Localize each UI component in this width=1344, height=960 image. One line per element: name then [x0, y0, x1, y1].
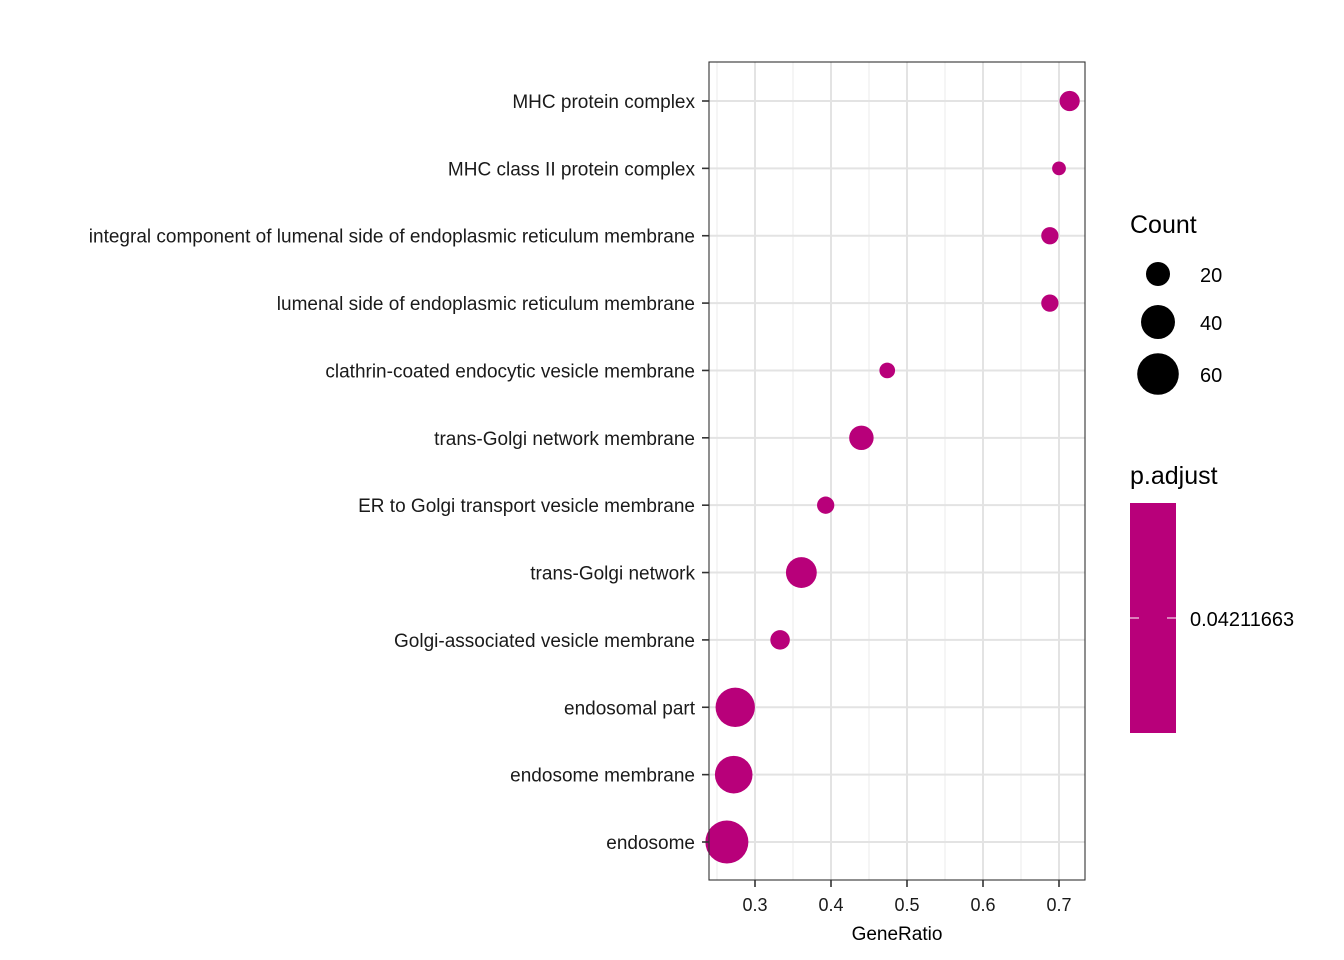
y-tick-label: ER to Golgi transport vesicle membrane	[358, 496, 695, 517]
y-tick-label: clathrin-coated endocytic vesicle membra…	[325, 361, 695, 382]
y-tick-label: MHC class II protein complex	[448, 159, 696, 180]
x-tick-label: 0.5	[894, 895, 919, 915]
grid	[709, 62, 1085, 880]
data-points	[705, 90, 1080, 864]
size-legend-label: 40	[1200, 313, 1222, 335]
color-legend-title: p.adjust	[1130, 462, 1218, 490]
y-tick-label: MHC protein complex	[512, 92, 695, 113]
colorbar-label: 0.04211663	[1190, 609, 1294, 631]
y-tick-label: endosomal part	[564, 698, 696, 719]
size-legend-label: 20	[1200, 265, 1222, 287]
data-point	[705, 820, 749, 864]
y-tick-label: lumenal side of endoplasmic reticulum me…	[277, 294, 695, 315]
x-axis-title: GeneRatio	[852, 924, 943, 945]
data-point	[785, 557, 817, 588]
y-axis: MHC protein complex MHC class II protein …	[89, 92, 709, 854]
y-tick-label: Golgi-associated vesicle membrane	[394, 631, 695, 652]
size-legend-key	[1137, 353, 1179, 395]
size-legend-key	[1141, 305, 1175, 339]
x-tick-label: 0.7	[1046, 895, 1071, 915]
y-tick-label: trans-Golgi network	[530, 564, 695, 585]
y-tick-label: integral component of lumenal side of en…	[89, 227, 695, 248]
size-legend-key	[1145, 261, 1171, 287]
data-point	[817, 496, 835, 514]
data-point	[715, 687, 755, 727]
size-legend-title: Count	[1130, 211, 1197, 239]
y-tick-label: trans-Golgi network membrane	[434, 429, 695, 450]
data-point	[879, 362, 896, 379]
data-point	[849, 425, 874, 451]
size-legend: Count 20 40 60	[1130, 211, 1222, 395]
x-tick-label: 0.4	[818, 895, 843, 915]
y-tick-label: endosome	[606, 833, 695, 854]
color-legend: p.adjust 0.04211663	[1130, 462, 1294, 733]
y-tick-label: endosome membrane	[510, 766, 695, 787]
data-point	[1052, 161, 1066, 176]
data-point	[714, 755, 753, 794]
data-point	[1059, 90, 1080, 112]
size-legend-label: 60	[1200, 365, 1222, 387]
data-point	[770, 630, 790, 650]
plot-panel-border	[708, 61, 1086, 881]
x-tick-label: 0.3	[742, 895, 767, 915]
x-axis: 0.3 0.4 0.5 0.6 0.7	[742, 880, 1072, 915]
data-point	[1041, 227, 1059, 245]
x-tick-label: 0.6	[970, 895, 995, 915]
data-point	[1041, 294, 1059, 312]
